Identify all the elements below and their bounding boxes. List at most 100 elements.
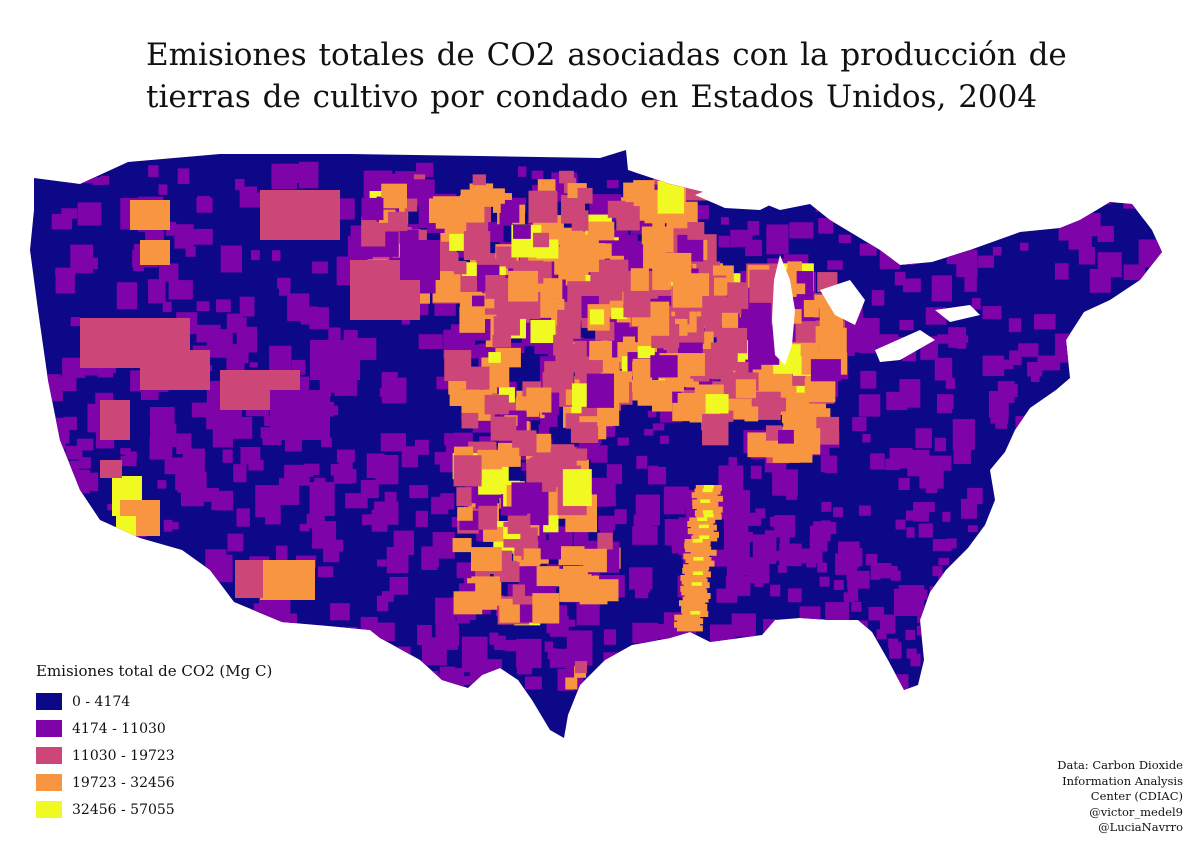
county-cell bbox=[1097, 225, 1114, 242]
county-cell bbox=[954, 559, 980, 591]
legend-label: 4174 - 11030 bbox=[72, 720, 166, 737]
county-cell bbox=[637, 345, 655, 359]
county-cell bbox=[907, 449, 930, 477]
county-cell bbox=[1138, 239, 1162, 268]
county-cell bbox=[770, 516, 781, 527]
county-cell bbox=[611, 680, 624, 693]
county-cell bbox=[1042, 614, 1053, 626]
county-cell bbox=[553, 334, 573, 356]
county-cell bbox=[677, 618, 704, 625]
county-cell bbox=[716, 327, 748, 354]
county-cell bbox=[898, 477, 910, 491]
county-cell bbox=[696, 664, 720, 690]
county-cell bbox=[767, 684, 782, 703]
county-cell bbox=[681, 578, 708, 585]
county-cell bbox=[843, 592, 855, 603]
county-cell bbox=[945, 377, 956, 389]
county-cell bbox=[975, 184, 1000, 218]
county-cell bbox=[979, 195, 992, 210]
county-cell bbox=[931, 275, 952, 302]
county-cell bbox=[821, 501, 832, 512]
map-legend: Emisiones total de CO2 (Mg C) 0 - 4174 4… bbox=[36, 662, 336, 823]
county-cell bbox=[159, 583, 183, 606]
county-cell bbox=[647, 410, 657, 418]
county-cell bbox=[964, 650, 989, 676]
county-cell bbox=[771, 550, 782, 561]
county-cell bbox=[189, 228, 213, 245]
county-cell bbox=[622, 336, 636, 352]
county-cell bbox=[672, 274, 703, 308]
county-cell bbox=[623, 686, 636, 699]
county-cell bbox=[565, 619, 576, 627]
county-cell bbox=[167, 619, 186, 640]
county-cell bbox=[906, 648, 917, 659]
county-cell bbox=[577, 680, 600, 707]
legend-label: 32456 - 57055 bbox=[72, 801, 175, 818]
county-cell bbox=[415, 162, 434, 178]
county-cell bbox=[1052, 687, 1067, 702]
county-cell bbox=[260, 560, 315, 600]
county-cell bbox=[954, 637, 970, 648]
map-title: Emisiones totales de CO2 asociadas con l… bbox=[146, 34, 1106, 118]
county-cell bbox=[899, 379, 921, 408]
county-cell bbox=[1001, 604, 1026, 627]
lake bbox=[772, 255, 795, 365]
county-cell bbox=[174, 224, 194, 249]
county-cell bbox=[956, 338, 967, 349]
county-cell bbox=[865, 553, 878, 566]
county-cell bbox=[629, 567, 653, 590]
county-cell bbox=[531, 170, 544, 180]
county-cell bbox=[974, 546, 985, 559]
county-cell bbox=[727, 661, 739, 676]
county-cell bbox=[499, 598, 520, 623]
county-cell bbox=[648, 466, 667, 485]
county-cell bbox=[164, 457, 186, 475]
county-cell bbox=[623, 290, 651, 318]
county-cell bbox=[71, 469, 91, 494]
county-cell bbox=[459, 307, 486, 333]
county-cell bbox=[685, 546, 712, 553]
county-cell bbox=[971, 298, 981, 310]
county-cell bbox=[820, 520, 831, 531]
county-cell bbox=[657, 180, 685, 214]
county-cell bbox=[95, 392, 114, 405]
county-cell bbox=[210, 395, 224, 405]
county-cell bbox=[1123, 197, 1136, 209]
county-cell bbox=[504, 639, 523, 652]
county-cell bbox=[682, 596, 709, 603]
county-cell bbox=[68, 165, 94, 184]
county-cell bbox=[586, 373, 614, 408]
county-cell bbox=[445, 693, 470, 718]
county-cell bbox=[796, 168, 814, 190]
county-cell bbox=[279, 286, 291, 296]
county-cell bbox=[834, 624, 845, 635]
county-cell bbox=[632, 361, 649, 376]
county-cell bbox=[618, 371, 633, 382]
county-cell bbox=[1123, 553, 1141, 571]
county-cell bbox=[1111, 453, 1127, 475]
county-cell bbox=[902, 278, 921, 293]
county-cell bbox=[1005, 528, 1024, 555]
county-cell bbox=[544, 641, 554, 652]
county-cell bbox=[1015, 416, 1037, 444]
county-cell bbox=[158, 184, 168, 195]
county-cell bbox=[838, 181, 858, 205]
county-cell bbox=[895, 519, 906, 530]
county-cell bbox=[992, 246, 1002, 256]
county-cell bbox=[477, 449, 503, 470]
county-cell bbox=[932, 566, 943, 577]
county-cell bbox=[1089, 504, 1112, 531]
county-cell bbox=[1052, 210, 1062, 219]
county-cell bbox=[691, 174, 707, 188]
credit-line: Information Analysis bbox=[1062, 773, 1183, 788]
county-cell bbox=[719, 467, 728, 473]
county-cell bbox=[418, 334, 443, 350]
county-cell bbox=[583, 690, 596, 703]
legend-label: 11030 - 19723 bbox=[72, 747, 175, 764]
county-cell bbox=[157, 576, 173, 594]
county-cell bbox=[744, 406, 759, 422]
county-cell bbox=[330, 603, 350, 621]
county-cell bbox=[450, 324, 463, 333]
county-cell bbox=[1058, 210, 1085, 241]
county-cell bbox=[157, 480, 167, 489]
